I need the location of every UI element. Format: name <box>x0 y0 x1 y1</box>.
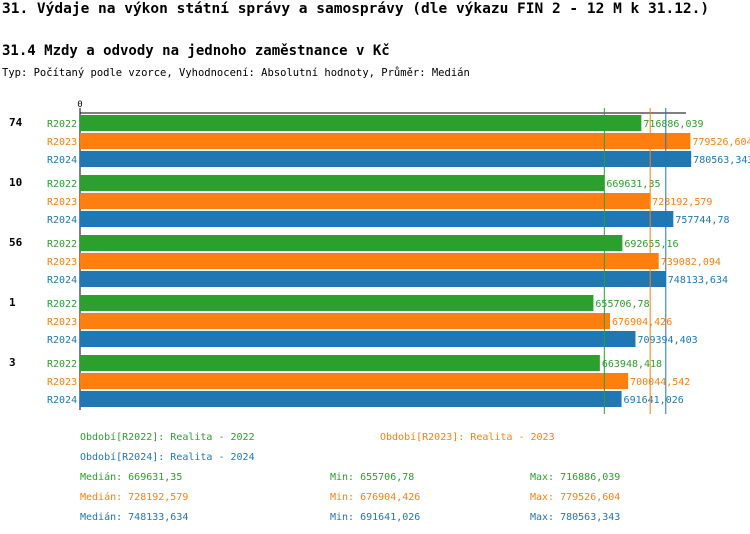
series-tick-label: R2024 <box>47 275 77 286</box>
bar <box>80 151 692 167</box>
series-tick-label: R2023 <box>47 137 77 148</box>
legend-period: Období[R2024]: Realita - 2024 <box>80 451 255 463</box>
data-label: 676904,426 <box>612 317 672 328</box>
bar <box>80 175 605 191</box>
bar <box>80 373 629 389</box>
series-tick-label: R2022 <box>47 239 77 250</box>
legend-max: Max: 716886,039 <box>530 472 620 483</box>
series-tick-label: R2024 <box>47 335 77 346</box>
legend-period: Období[R2022]: Realita - 2022 <box>80 431 255 443</box>
bar <box>80 235 623 251</box>
bar <box>80 355 600 371</box>
data-label: 739082,094 <box>661 257 721 268</box>
series-tick-label: R2023 <box>47 377 77 388</box>
legend-min: Min: 655706,78 <box>330 472 414 483</box>
legend-max: Max: 780563,343 <box>530 512 620 523</box>
data-label: 669631,35 <box>606 179 660 190</box>
data-label: 700044,542 <box>630 377 690 388</box>
data-label: 757744,78 <box>675 215 729 226</box>
data-label: 780563,343 <box>693 155 750 166</box>
data-label: 709394,403 <box>637 335 697 346</box>
bar <box>80 295 594 311</box>
legend-median: Medián: 748133,634 <box>80 511 188 523</box>
data-label: 663948,418 <box>602 359 662 370</box>
data-label: 691641,026 <box>624 395 684 406</box>
category-label: 1 <box>9 296 16 309</box>
category-label: 3 <box>9 356 16 369</box>
legend-max: Max: 779526,604 <box>530 492 620 503</box>
data-label: 748133,634 <box>668 275 728 286</box>
bar <box>80 271 666 287</box>
chart-subtitle: 31.4 Mzdy a odvody na jednoho zaměstnanc… <box>2 43 390 59</box>
bar <box>80 115 642 131</box>
bar <box>80 193 651 209</box>
legend-median: Medián: 669631,35 <box>80 471 182 483</box>
bar <box>80 211 674 227</box>
chart-type-line: Typ: Počítaný podle vzorce, Vyhodnocení:… <box>2 67 470 79</box>
series-tick-label: R2024 <box>47 155 77 166</box>
series-tick-label: R2023 <box>47 317 77 328</box>
legend-period: Období[R2023]: Realita - 2023 <box>380 431 555 443</box>
legend-min: Min: 676904,426 <box>330 492 420 503</box>
series-tick-label: R2024 <box>47 215 77 226</box>
data-label: 655706,78 <box>595 299 649 310</box>
series-tick-label: R2023 <box>47 197 77 208</box>
page-title: 31. Výdaje na výkon státní správy a samo… <box>2 1 710 17</box>
bar <box>80 133 691 149</box>
data-label: 728192,579 <box>652 197 712 208</box>
data-label: 692655,16 <box>624 239 678 250</box>
category-label: 74 <box>9 116 23 129</box>
legend-median: Medián: 728192,579 <box>80 491 188 503</box>
bar <box>80 313 611 329</box>
legend-min: Min: 691641,026 <box>330 512 420 523</box>
axis-zero-label: 0 <box>77 100 82 110</box>
bar <box>80 253 659 269</box>
bar <box>80 391 622 407</box>
category-label: 10 <box>9 176 22 189</box>
series-tick-label: R2023 <box>47 257 77 268</box>
data-label: 716886,039 <box>643 119 703 130</box>
bar <box>80 331 636 347</box>
series-tick-label: R2022 <box>47 299 77 310</box>
category-label: 56 <box>9 236 23 249</box>
series-tick-label: R2022 <box>47 119 77 130</box>
series-tick-label: R2022 <box>47 359 77 370</box>
series-tick-label: R2024 <box>47 395 77 406</box>
data-label: 779526,604 <box>692 137 750 148</box>
series-tick-label: R2022 <box>47 179 77 190</box>
